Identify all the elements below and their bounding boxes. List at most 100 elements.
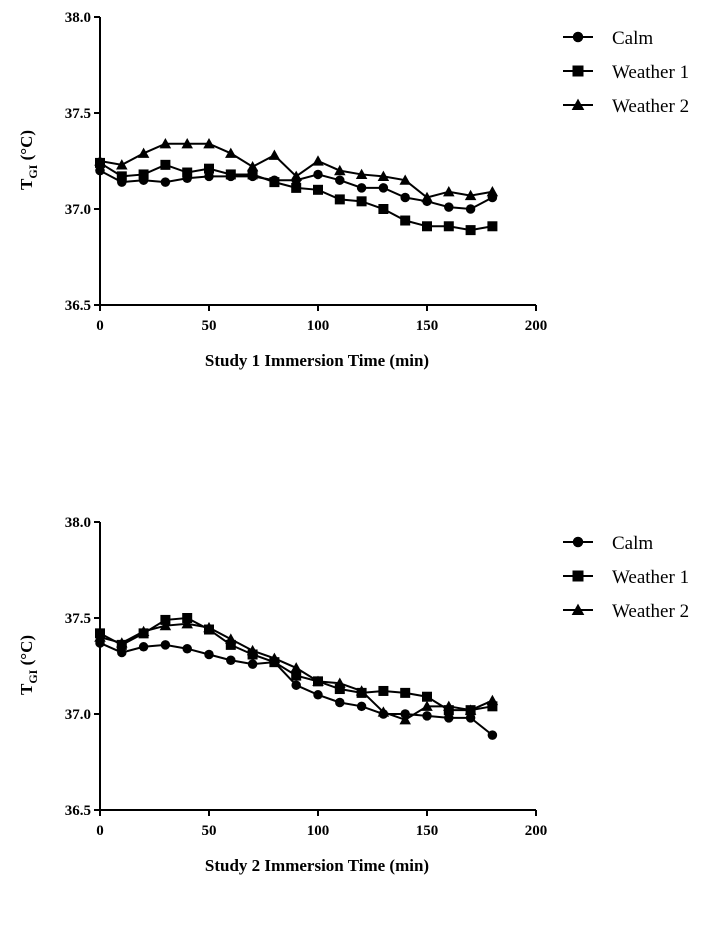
legend-label: Calm xyxy=(612,28,653,49)
data-point xyxy=(225,639,236,650)
data-point xyxy=(182,613,193,623)
data-point xyxy=(225,169,236,180)
y-tick-label: 37.5 xyxy=(65,611,91,627)
data-point xyxy=(377,706,390,717)
legend-label: Calm xyxy=(612,533,653,554)
data-point xyxy=(312,675,324,686)
data-point xyxy=(464,189,477,201)
data-point xyxy=(268,149,281,160)
data-point xyxy=(182,643,192,654)
data-point xyxy=(160,640,171,650)
data-point xyxy=(204,163,214,174)
legend: Calm Weather 1 Weather 2 xyxy=(563,28,689,117)
data-point xyxy=(160,159,171,170)
data-point xyxy=(400,215,411,226)
plot-area: 36.5 37.0 37.5 38.0 0 50 100 150 200 xyxy=(65,10,548,334)
legend-label: Weather 2 xyxy=(612,601,689,622)
data-point xyxy=(313,169,323,180)
data-point xyxy=(204,649,214,660)
x-tick-label: 200 xyxy=(525,318,548,334)
data-point xyxy=(377,170,390,181)
x-tick-label: 100 xyxy=(307,823,330,839)
data-point xyxy=(487,701,498,712)
data-point xyxy=(421,700,433,711)
y-tick-label: 36.5 xyxy=(65,298,91,314)
data-point xyxy=(246,161,259,172)
data-point xyxy=(487,730,498,740)
data-point xyxy=(94,155,106,166)
chart-study-2: 36.5 37.0 37.5 38.0 0 50 100 150 200 Study 2 Imm… xyxy=(17,515,689,875)
data-point xyxy=(137,147,150,158)
y-tick-label: 37.0 xyxy=(65,707,91,723)
data-point xyxy=(204,171,214,182)
data-point xyxy=(400,192,410,203)
legend-entry: Calm xyxy=(563,533,653,554)
series-calm xyxy=(95,638,498,740)
data-point xyxy=(400,709,410,719)
data-point xyxy=(335,697,345,708)
data-point xyxy=(422,221,432,232)
data-point xyxy=(94,631,106,642)
data-point xyxy=(355,685,368,696)
data-point xyxy=(203,621,215,633)
data-point xyxy=(246,644,259,656)
data-point xyxy=(225,633,237,644)
data-point xyxy=(421,191,433,203)
y-tick-label: 36.5 xyxy=(65,803,91,819)
data-point xyxy=(443,221,454,232)
data-point xyxy=(356,183,367,193)
x-tick-label: 150 xyxy=(416,318,439,334)
data-point xyxy=(465,204,476,214)
legend-entry: Weather 1 xyxy=(563,567,689,588)
x-tick-label: 50 xyxy=(202,318,217,334)
legend-marker xyxy=(571,98,585,111)
data-point xyxy=(334,677,346,688)
data-point xyxy=(443,185,455,197)
x-tick-label: 100 xyxy=(307,318,330,334)
y-tick-label: 38.0 xyxy=(65,10,91,26)
data-point xyxy=(291,670,302,681)
y-tick-label: 37.5 xyxy=(65,106,91,122)
legend-label: Weather 2 xyxy=(612,96,689,117)
data-point xyxy=(181,618,193,629)
x-tick-label: 200 xyxy=(525,823,548,839)
legend-entry: Weather 1 xyxy=(563,62,689,83)
data-point xyxy=(334,684,345,695)
data-point xyxy=(444,202,454,212)
data-point xyxy=(159,137,172,149)
chart-study-1: 36.5 37.0 37.5 38.0 0 50 100 150 200 Study 1 Imm… xyxy=(17,10,689,370)
data-point xyxy=(137,625,150,637)
data-point xyxy=(399,714,411,725)
x-tick-label: 0 xyxy=(96,318,104,334)
y-axis-title: TGI (°C) xyxy=(17,635,40,695)
legend-entry: Weather 2 xyxy=(563,601,689,622)
data-point xyxy=(422,691,432,702)
data-point xyxy=(225,147,237,158)
series-weather-1 xyxy=(95,157,498,236)
legend-entry: Weather 2 xyxy=(563,96,689,117)
data-point xyxy=(182,167,193,178)
x-tick-label: 0 xyxy=(96,823,104,839)
data-point xyxy=(269,177,280,188)
x-tick-label: 150 xyxy=(416,823,439,839)
legend-marker xyxy=(572,65,584,77)
y-axis-title: TGI (°C) xyxy=(17,130,40,190)
data-point xyxy=(138,169,149,180)
data-point xyxy=(486,694,499,706)
data-point xyxy=(465,713,476,723)
data-point xyxy=(160,177,171,187)
chart-panel-study-1: 36.5 37.0 37.5 38.0 0 50 100 150 200 Study 1 Imm… xyxy=(0,0,717,420)
legend-marker xyxy=(572,31,584,43)
data-point xyxy=(247,659,258,669)
data-point xyxy=(95,165,105,176)
legend-marker xyxy=(572,536,584,548)
data-point xyxy=(444,713,454,723)
y-tick-label: 37.0 xyxy=(65,202,91,218)
data-point xyxy=(290,170,302,181)
plot-area: 36.5 37.0 37.5 38.0 0 50 100 150 200 xyxy=(65,515,548,839)
data-point xyxy=(291,680,301,690)
data-point xyxy=(290,662,302,673)
data-point xyxy=(291,182,302,193)
legend-label: Weather 1 xyxy=(612,62,689,83)
x-axis-title: Study 2 Immersion Time (min) xyxy=(205,856,429,875)
